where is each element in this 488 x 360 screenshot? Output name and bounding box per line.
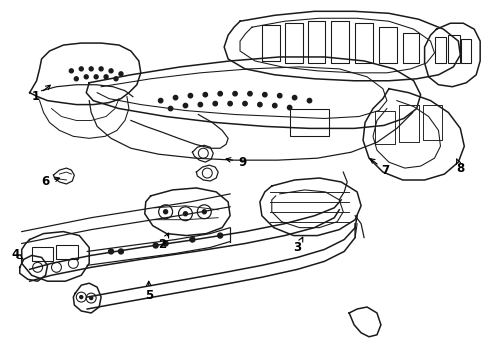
Text: 4: 4 xyxy=(12,248,20,261)
Bar xyxy=(32,247,53,261)
Text: 2: 2 xyxy=(158,238,166,251)
Bar xyxy=(398,105,418,142)
Circle shape xyxy=(109,69,113,73)
Circle shape xyxy=(243,102,246,106)
Bar xyxy=(378,27,396,63)
Bar xyxy=(284,23,302,63)
Circle shape xyxy=(108,249,113,254)
Circle shape xyxy=(74,77,78,81)
Circle shape xyxy=(173,95,177,100)
Circle shape xyxy=(232,91,237,96)
Circle shape xyxy=(189,237,195,242)
Circle shape xyxy=(84,75,88,79)
Circle shape xyxy=(104,75,108,79)
Text: 9: 9 xyxy=(237,156,245,168)
Circle shape xyxy=(292,95,296,100)
Circle shape xyxy=(79,67,83,71)
Circle shape xyxy=(306,98,311,103)
Circle shape xyxy=(153,243,158,248)
Bar xyxy=(402,33,418,63)
Text: 7: 7 xyxy=(380,163,388,176)
Circle shape xyxy=(80,296,82,298)
Circle shape xyxy=(218,91,222,96)
Bar xyxy=(422,105,442,140)
Circle shape xyxy=(198,102,202,107)
Circle shape xyxy=(247,91,252,96)
Circle shape xyxy=(114,77,118,81)
Circle shape xyxy=(118,249,123,254)
Circle shape xyxy=(257,102,262,107)
Bar xyxy=(354,23,372,63)
Bar xyxy=(262,25,279,61)
Bar xyxy=(331,21,348,63)
Text: 8: 8 xyxy=(455,162,464,175)
Circle shape xyxy=(277,94,282,98)
Circle shape xyxy=(89,297,93,300)
Circle shape xyxy=(262,93,266,97)
Text: 5: 5 xyxy=(144,289,153,302)
Bar xyxy=(460,39,470,63)
Circle shape xyxy=(227,102,232,106)
Circle shape xyxy=(119,72,122,76)
Circle shape xyxy=(158,98,163,103)
Text: 1: 1 xyxy=(32,90,40,103)
Bar xyxy=(56,246,78,260)
Text: 6: 6 xyxy=(41,175,50,189)
Bar xyxy=(307,21,325,63)
Circle shape xyxy=(183,103,187,108)
Circle shape xyxy=(272,103,276,108)
Circle shape xyxy=(287,105,291,110)
Circle shape xyxy=(89,67,93,71)
Circle shape xyxy=(163,210,167,214)
Text: 3: 3 xyxy=(293,241,301,254)
Circle shape xyxy=(203,93,207,97)
Bar xyxy=(289,109,328,136)
Bar xyxy=(447,35,459,63)
Circle shape xyxy=(168,106,172,111)
Bar xyxy=(434,37,446,63)
Circle shape xyxy=(94,75,98,79)
Circle shape xyxy=(202,210,206,214)
Circle shape xyxy=(217,233,222,238)
Circle shape xyxy=(188,94,192,98)
Circle shape xyxy=(213,102,217,106)
Circle shape xyxy=(183,212,187,216)
Bar xyxy=(374,111,394,144)
Circle shape xyxy=(69,69,73,73)
Circle shape xyxy=(163,241,168,246)
Circle shape xyxy=(99,67,103,71)
